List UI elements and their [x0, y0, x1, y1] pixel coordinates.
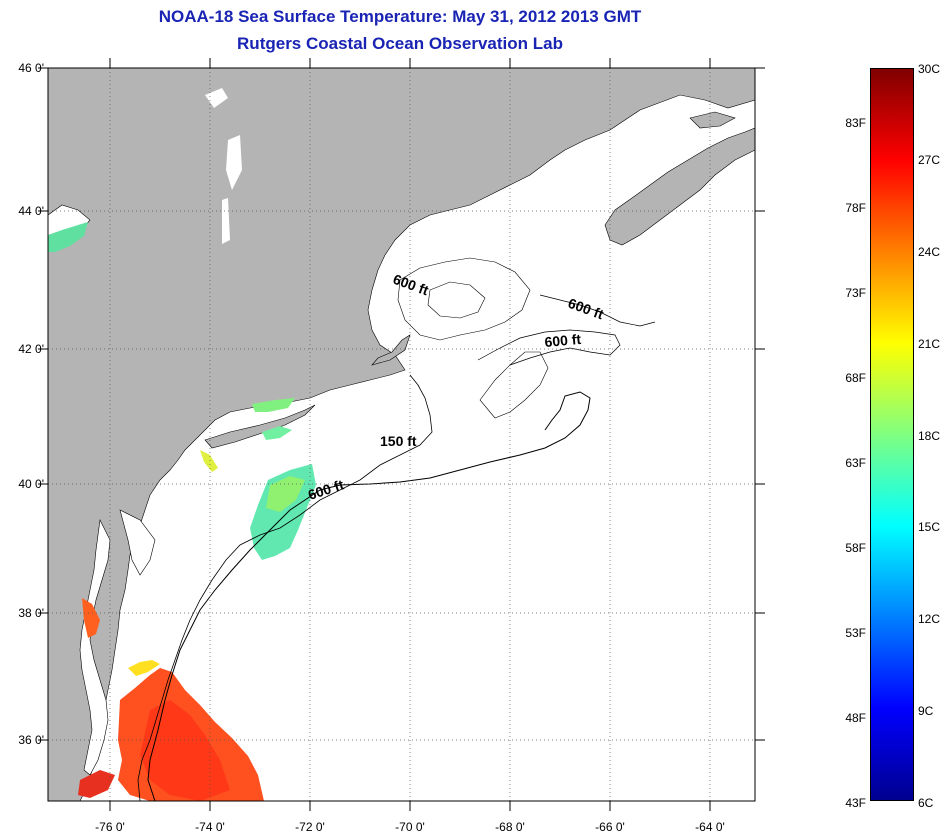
- colorbar-f-label: 58F: [845, 541, 866, 555]
- map-frame: [47, 67, 756, 802]
- contour-600ft-ne: [539, 294, 656, 327]
- colorbar-c-label: 27C: [918, 153, 941, 167]
- colorbar-c-label: 18C: [918, 429, 941, 443]
- sst-patch-shelf-yellow: [128, 660, 160, 676]
- land-cape-cod: [371, 334, 411, 366]
- colorbar-f-label: 53F: [845, 626, 866, 640]
- inland-lake: [205, 88, 228, 108]
- contour-gom-inner: [427, 281, 486, 319]
- inland-lake: [226, 135, 242, 190]
- colorbar-f-label: 73F: [845, 286, 866, 300]
- land-pei: [689, 111, 736, 129]
- contour-gom-basin: [397, 257, 531, 341]
- colorbar-c-label: 21C: [918, 337, 941, 351]
- sst-patch-gulf-stream-warm: [140, 700, 230, 801]
- colorbar-c-label: 12C: [918, 612, 941, 626]
- contour-georges: [479, 351, 549, 419]
- sst-patch-long-island-sound: [252, 398, 295, 412]
- contour-label: 150 ft: [380, 433, 417, 449]
- colorbar-f-label: 48F: [845, 711, 866, 725]
- lat-label: 40 0': [18, 477, 44, 491]
- colorbar-c-label: 15C: [918, 520, 941, 534]
- lon-label: -64 0': [695, 820, 725, 834]
- contour-600ft: [147, 391, 591, 802]
- colorbar-f-label: 43F: [845, 796, 866, 810]
- colorbar-f-label: 68F: [845, 371, 866, 385]
- lat-label: 44 0': [18, 204, 44, 218]
- lat-label: 42 0': [18, 342, 44, 356]
- colorbar-c-label: 9C: [918, 704, 934, 718]
- lon-label: -66 0': [595, 820, 625, 834]
- lat-label: 46 0': [18, 61, 44, 75]
- map-subtitle: Rutgers Coastal Ocean Observation Lab: [237, 34, 563, 53]
- land-mainland: [47, 67, 756, 802]
- lat-label: 38 0': [18, 606, 44, 620]
- map-title: NOAA-18 Sea Surface Temperature: May 31,…: [158, 7, 642, 26]
- sst-patch-ny-bight: [200, 450, 218, 472]
- sst-patch-lake-ontario: [48, 222, 88, 252]
- inland-lake: [222, 198, 230, 244]
- lon-label: -74 0': [195, 820, 225, 834]
- sst-patch-cape-hatteras: [78, 770, 115, 798]
- lon-label: -72 0': [295, 820, 325, 834]
- colorbar-f-label: 83F: [845, 116, 866, 130]
- colorbar-c-label: 24C: [918, 245, 941, 259]
- delaware-bay: [119, 509, 156, 576]
- lat-label: 36 0': [18, 733, 44, 747]
- temperature-colorbar: [870, 68, 914, 801]
- lon-label: -70 0': [395, 820, 425, 834]
- colorbar-f-label: 78F: [845, 201, 866, 215]
- colorbar-c-label: 6C: [918, 796, 934, 810]
- sst-patch-chesapeake: [82, 598, 100, 638]
- contour-600ft-gom: [477, 329, 621, 366]
- colorbar-f-label: 63F: [845, 456, 866, 470]
- land-long-island: [204, 404, 316, 449]
- axis-ticks: [38, 58, 765, 811]
- contour-label: 600 ft: [544, 331, 582, 350]
- colorbar-c-label: 30C: [918, 62, 941, 76]
- contour-150ft: [137, 374, 433, 802]
- sst-patch-offshore-nj-inner: [266, 476, 305, 512]
- sst-patch-block-island: [262, 426, 292, 440]
- land-nova-scotia: [604, 127, 756, 246]
- lon-label: -68 0': [495, 820, 525, 834]
- lon-label: -76 0': [95, 820, 125, 834]
